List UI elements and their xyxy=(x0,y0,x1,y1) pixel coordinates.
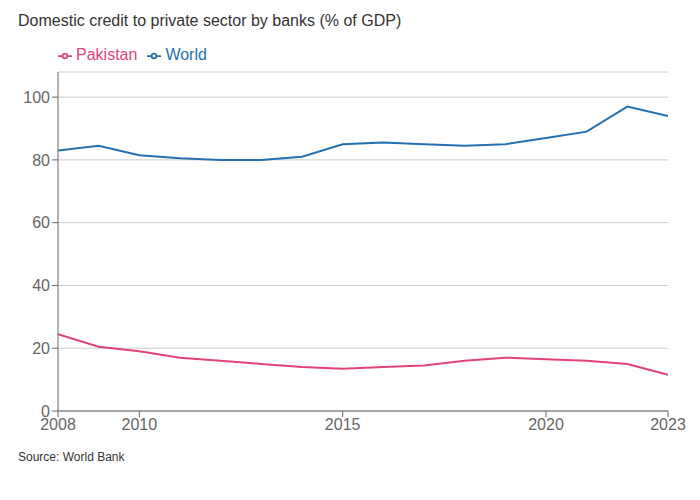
svg-text:0: 0 xyxy=(41,403,50,420)
svg-text:60: 60 xyxy=(32,214,50,231)
svg-text:2008: 2008 xyxy=(40,416,76,434)
svg-text:100: 100 xyxy=(23,89,50,106)
html-text:World: World xyxy=(165,46,207,63)
svg-text:2023: 2023 xyxy=(650,416,686,433)
html-text:Source: World Bank: Source: World Bank xyxy=(18,450,125,464)
svg-text:40: 40 xyxy=(32,277,50,294)
svg-text:80: 80 xyxy=(32,152,50,169)
svg-text:2015: 2015 xyxy=(325,416,361,433)
svg-text:20: 20 xyxy=(32,340,50,357)
svg-text:2010: 2010 xyxy=(122,416,158,433)
html-text:Pakistan: Pakistan xyxy=(76,46,138,63)
html-text:Domestic credit to private sec: Domestic credit to private sector by ban… xyxy=(18,12,402,29)
svg-text:2020: 2020 xyxy=(528,416,564,433)
